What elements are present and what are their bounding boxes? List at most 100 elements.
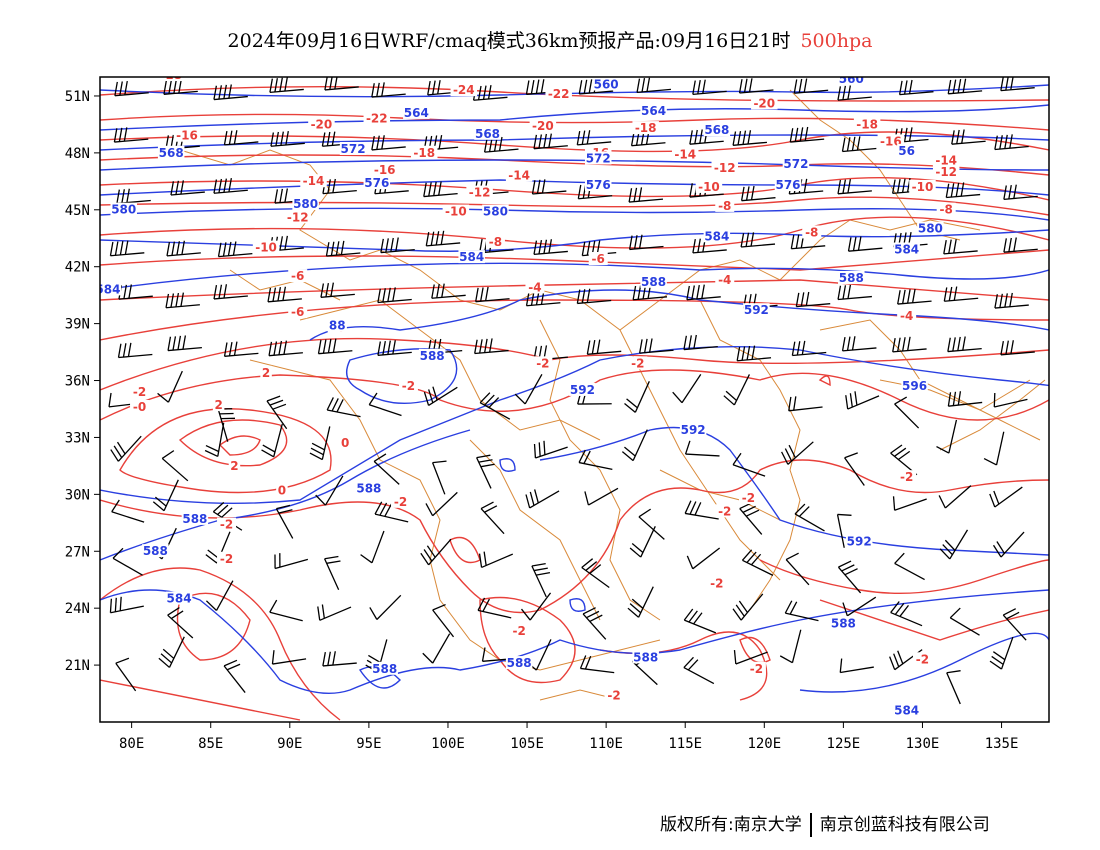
wind-barb-feather: [751, 345, 756, 360]
wind-barb-feather: [740, 233, 745, 248]
height-label-bg: [782, 157, 810, 171]
wind-barb-feather: [180, 292, 185, 307]
wind-barb-feather: [837, 285, 842, 300]
wind-barb-feather: [548, 239, 553, 254]
wind-barb-feather: [273, 341, 278, 356]
wind-barb-feather: [180, 180, 184, 195]
wind-barb: [1002, 608, 1027, 641]
wind-barb-feather: [701, 284, 705, 299]
wind-barb: [898, 79, 934, 96]
wind-barb-feather: [957, 336, 961, 351]
wind-barb-feather: [962, 336, 966, 351]
wind-barb-feather: [586, 130, 591, 145]
wind-barb: [514, 374, 543, 405]
wind-barb-feather: [686, 285, 690, 300]
wind-barb: [837, 560, 862, 594]
wind-barb-shaft: [112, 557, 143, 576]
longitude-axis: 80E 85E 90E 95E 100E 105E 110E 115E 120E 125E 130E…: [119, 722, 1018, 752]
wind-barb-feather: [322, 339, 327, 354]
height-label: 568: [159, 146, 184, 160]
wind-barb-feather: [801, 340, 806, 355]
wind-barb-feather: [949, 607, 961, 619]
isotherm-label: -14: [674, 148, 696, 162]
isotherm-label-bg: [363, 111, 391, 125]
wind-barb: [683, 656, 715, 685]
height-label: 580: [918, 222, 943, 236]
height-label-bg: [901, 379, 928, 393]
wind-barb: [158, 636, 185, 668]
wind-barb-shaft: [535, 639, 552, 671]
wind-barb-feather: [947, 79, 952, 94]
wind-barb-feather: [482, 85, 487, 100]
height-label: 572: [783, 157, 808, 171]
height-label-bg: [838, 270, 865, 284]
isotherm-label: 2: [214, 398, 222, 412]
wind-barb-feather: [581, 558, 594, 568]
wind-barb: [213, 84, 248, 101]
height-label: 564: [641, 104, 666, 118]
wind-barb-feather: [897, 650, 904, 665]
wind-barb-feather: [440, 230, 445, 245]
wind-barb-feather: [382, 288, 386, 303]
wind-barb-shaft: [894, 562, 925, 581]
wind-barb-shaft: [791, 629, 802, 663]
wind-barb-feather: [381, 82, 385, 97]
wind-barb-feather: [994, 294, 998, 309]
wind-barb-feather: [332, 338, 337, 353]
wind-barb: [369, 594, 402, 620]
wind-barb-feather: [205, 600, 217, 611]
wind-barb-shaft: [844, 457, 865, 486]
height-label: 584: [894, 704, 919, 718]
wind-barb: [845, 391, 880, 410]
wind-barb-feather: [1009, 134, 1013, 149]
wind-barb-feather: [423, 391, 430, 406]
wind-barb-feather: [1006, 611, 1020, 620]
wind-barb-feather: [795, 292, 800, 307]
wind-barb-feather: [1013, 237, 1017, 252]
wind-barb-feather: [441, 283, 445, 298]
wind-barb-feather: [896, 179, 901, 194]
wind-barb-feather: [897, 337, 901, 352]
wind-barb: [627, 586, 654, 618]
wind-barb-feather: [475, 287, 479, 302]
wind-barb: [425, 230, 461, 247]
wind-barb-feather: [750, 553, 762, 566]
isotherm-label-bg: [604, 688, 624, 702]
isotherm-label-bg: [410, 145, 438, 159]
height-label: 576: [364, 176, 389, 190]
wind-barb-feather: [683, 335, 687, 350]
wind-barb-feather: [1002, 608, 1017, 616]
height-label-bg: [569, 382, 596, 396]
wind-barb-feather: [939, 548, 951, 560]
wind-barb-feather: [736, 346, 741, 361]
wind-barb: [943, 239, 978, 255]
wind-barb: [377, 340, 412, 356]
height-label: 576: [586, 178, 611, 192]
wind-barb: [371, 135, 406, 151]
wind-barb-feather: [960, 182, 965, 197]
wind-barb-feather: [989, 660, 1002, 670]
wind-barb-feather: [432, 386, 438, 401]
wind-barb-feather: [781, 451, 789, 465]
wind-barb-feather: [274, 189, 279, 204]
isotherm-label-bg: [897, 308, 917, 322]
wind-barb-feather: [269, 399, 284, 406]
wind-barb-feather: [907, 289, 911, 304]
height-labels: 560 560 564 564 568 568 568 572 572 572 56 576 576 57…: [100, 77, 944, 718]
height-label: 588: [372, 662, 397, 676]
wind-barb-feather: [723, 395, 735, 406]
height-label-bg: [157, 145, 185, 159]
wind-barb: [167, 607, 194, 639]
wind-barb-shaft: [524, 374, 543, 405]
isotherm-label-bg: [715, 504, 735, 518]
wind-barb-feather: [329, 77, 333, 90]
wind-barb-feather: [531, 180, 536, 195]
wind-barb-feather: [624, 402, 636, 413]
wind-barb-feather: [588, 79, 593, 94]
wind-barb-feather: [172, 336, 177, 351]
wind-barb-feather: [793, 79, 798, 94]
wind-barb-feather: [479, 392, 491, 404]
wind-barb-feather: [953, 286, 958, 301]
wind-barb-feather: [746, 345, 751, 360]
copyright-left: 版权所有:南京大学: [660, 815, 802, 835]
